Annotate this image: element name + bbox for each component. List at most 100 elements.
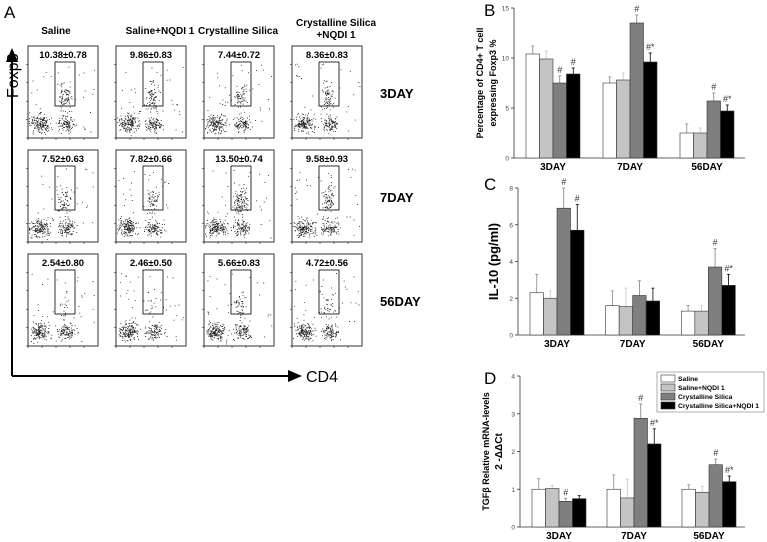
significance-marker: # xyxy=(713,238,718,248)
gate-percentage: 2.54±0.80 xyxy=(42,258,84,269)
significance-marker: #* xyxy=(646,42,655,52)
bar-crystalline-silica xyxy=(556,207,571,336)
plot-frame xyxy=(27,149,99,243)
bar-crystalline-silica-nqdi-1 xyxy=(566,73,581,159)
y-tick-label: 10 xyxy=(502,56,510,63)
y-tick-label: 4 xyxy=(509,259,513,266)
scatter-dots xyxy=(117,66,184,137)
flow-plot: 5.66±0.83 xyxy=(202,253,275,348)
column-header: Crystalline Silica xyxy=(296,18,376,29)
gate-rectangle xyxy=(318,269,340,315)
foxp3-arrowhead-icon xyxy=(6,48,18,62)
significance-marker: #* xyxy=(650,418,659,428)
bar-crystalline-silica xyxy=(629,22,644,159)
x-tick-label: 7DAY xyxy=(617,162,643,173)
bar-crystalline-silica-nqdi-1 xyxy=(647,443,662,528)
scatter-dots xyxy=(293,168,360,239)
y-axis-label: IL-10 (pg/ml) xyxy=(486,223,501,300)
bar-saline-nqdi-1 xyxy=(543,297,558,336)
chart-d: D 0 1 2 3 4 TGFβ Relative mRNA-levels 2 -ΔΔCt 3D… xyxy=(481,369,745,542)
significance-marker: #* xyxy=(724,263,733,273)
gate-percentage: 9.86±0.83 xyxy=(130,50,172,61)
y-axis-label: expressing Foxp3 % xyxy=(488,39,498,126)
x-tick-label: 3DAY xyxy=(544,339,570,350)
legend-swatch xyxy=(660,401,676,410)
gate-percentage: 2.46±0.50 xyxy=(130,258,172,269)
significance-marker: # xyxy=(575,194,580,204)
bar-saline xyxy=(606,488,621,528)
bar-saline xyxy=(531,488,546,528)
bar-saline xyxy=(679,132,694,159)
x-tick-label: 7DAY xyxy=(621,531,647,542)
bar-crystalline-silica-nqdi-1 xyxy=(643,61,658,159)
bar-saline xyxy=(529,292,544,336)
y-tick-label: 15 xyxy=(502,6,510,13)
bar-saline-nqdi-1 xyxy=(695,491,710,528)
significance-marker: # xyxy=(571,57,576,67)
significance-marker: # xyxy=(561,177,566,187)
flow-plot: 9.58±0.93 xyxy=(290,149,363,244)
bar-crystalline-silica xyxy=(633,417,648,528)
significance-marker: # xyxy=(638,393,643,403)
y-tick-label: 4 xyxy=(511,374,515,381)
plot-frame xyxy=(115,45,187,139)
significance-marker: # xyxy=(557,65,562,75)
y-tick-label: 0 xyxy=(511,525,515,532)
flow-plot: 7.82±0.66 xyxy=(114,149,187,244)
bar-crystalline-silica-nqdi-1 xyxy=(720,110,735,159)
gate-percentage: 10.38±0.78 xyxy=(39,50,86,61)
y-tick-label: 5 xyxy=(505,106,509,113)
flow-plot: 4.72±0.56 xyxy=(290,253,363,348)
scatter-dots xyxy=(205,64,272,135)
y-tick-label: 0 xyxy=(505,156,509,163)
legend-item: Saline xyxy=(678,376,698,383)
row-label-7day: 7DAY xyxy=(380,190,414,205)
y-tick-label: 2 xyxy=(511,449,515,456)
bar-saline-nqdi-1 xyxy=(693,132,708,159)
y-tick-label: 8 xyxy=(509,186,513,193)
gate-percentage: 13.50±0.74 xyxy=(215,154,263,165)
scatter-dots xyxy=(30,274,95,344)
flow-cytometry-grid: Saline Saline+NQDI 1 Crystalline SilicaCry… xyxy=(26,18,421,348)
legend: Saline Saline+NQDI 1 Crystalline Silica Cry… xyxy=(656,371,765,413)
flow-plot: 9.86±0.83 xyxy=(114,45,187,140)
bar-crystalline-silica xyxy=(632,295,647,336)
flow-plot: 7.44±0.72 xyxy=(202,45,275,140)
bar-crystalline-silica xyxy=(708,266,723,336)
y-tick-label: 1 xyxy=(511,487,515,494)
bar-crystalline-silica-nqdi-1 xyxy=(572,498,587,528)
gate-percentage: 5.66±0.83 xyxy=(218,258,260,269)
gate-rectangle xyxy=(54,269,76,315)
gate-rectangle xyxy=(318,61,340,107)
gate-rectangle xyxy=(230,61,252,107)
legend-item: Saline+NQDI 1 xyxy=(678,385,725,392)
flow-plot: 10.38±0.78 xyxy=(26,45,99,140)
bar-crystalline-silica-nqdi-1 xyxy=(645,300,660,336)
scatter-dots xyxy=(206,273,273,345)
gate-rectangle xyxy=(230,165,252,211)
y-tick-label: 6 xyxy=(509,222,513,229)
row-label-56day: 56DAY xyxy=(380,294,421,309)
flow-plot: 2.46±0.50 xyxy=(114,253,187,348)
bar-crystalline-silica-nqdi-1 xyxy=(722,481,737,528)
y-axis-label: TGFβ Relative mRNA-levels xyxy=(481,392,491,511)
scatter-dots xyxy=(293,63,361,135)
gate-rectangle xyxy=(142,269,164,315)
bar-saline-nqdi-1 xyxy=(694,310,709,336)
y-tick-label: 2 xyxy=(509,296,513,303)
plot-frame xyxy=(27,45,99,139)
chart-b: B 0 5 10 15 Percentage of CD4+ T cell expressi… xyxy=(475,1,745,173)
scatter-dots xyxy=(118,273,184,343)
column-header: Saline xyxy=(41,26,71,37)
x-tick-label: 56DAY xyxy=(693,339,725,350)
bar-saline xyxy=(681,488,696,528)
column-header: Crystalline Silica xyxy=(198,26,278,37)
panel-label: C xyxy=(484,175,496,194)
bar-crystalline-silica-nqdi-1 xyxy=(570,229,585,336)
gate-rectangle xyxy=(54,61,76,107)
bar-crystalline-silica xyxy=(708,464,723,528)
flow-plot: 2.54±0.80 xyxy=(26,253,99,348)
bar-saline-nqdi-1 xyxy=(545,488,560,528)
column-header: +NQDI 1 xyxy=(316,30,356,41)
bar-crystalline-silica xyxy=(558,501,573,528)
